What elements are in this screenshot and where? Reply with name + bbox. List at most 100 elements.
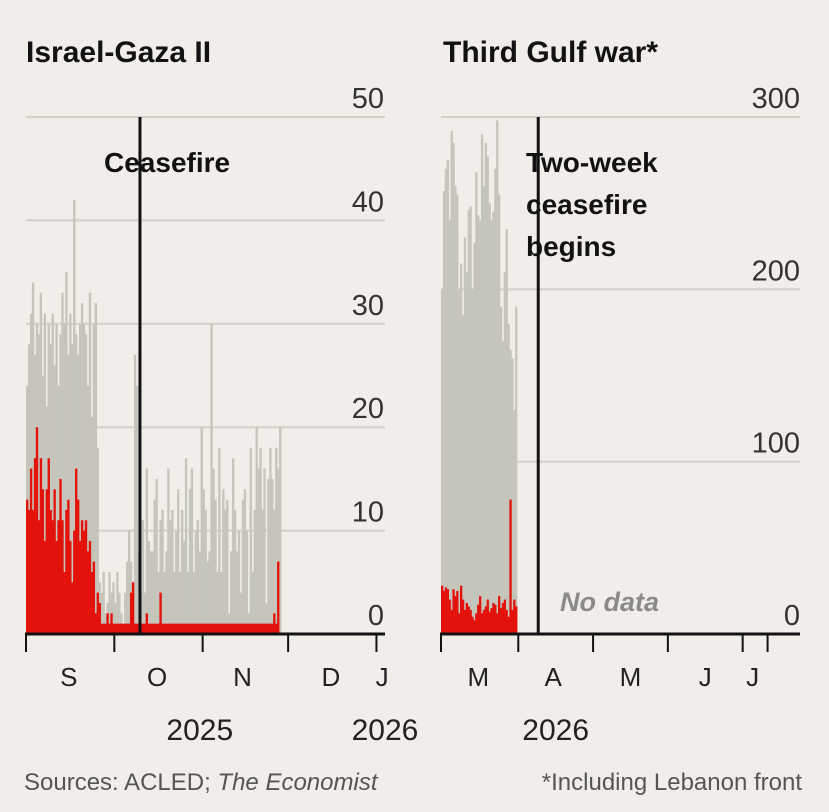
bar-total — [261, 509, 264, 634]
bar-total — [92, 323, 96, 634]
bar-highlight — [169, 623, 172, 634]
bar-total — [475, 172, 478, 634]
bar-total — [241, 499, 245, 634]
bar-highlight — [26, 499, 29, 634]
bar-total — [84, 334, 88, 634]
bar-total — [265, 602, 268, 634]
bar-highlight — [37, 520, 41, 634]
bar-highlight — [200, 623, 203, 634]
bar-highlight — [218, 623, 221, 634]
bar-total — [212, 468, 215, 634]
bar-highlight — [222, 623, 225, 634]
bar-total — [88, 292, 92, 634]
bar-highlight — [448, 599, 451, 634]
y-tick-label: 50 — [352, 83, 384, 115]
bar-highlight — [102, 623, 105, 634]
bar-highlight — [177, 623, 180, 634]
bar-total — [135, 385, 139, 634]
bar-total — [73, 199, 76, 634]
bar-highlight — [86, 551, 90, 634]
bar-highlight — [43, 540, 47, 634]
bar-total — [27, 344, 31, 634]
bar-highlight — [110, 613, 113, 634]
bar-highlight — [141, 623, 145, 634]
bar-total — [96, 447, 99, 634]
month-label: J — [699, 662, 712, 692]
bar-total — [501, 341, 505, 634]
bar-total — [114, 602, 117, 634]
bar-total — [177, 489, 180, 634]
bar-total — [458, 289, 461, 634]
bar-highlight — [190, 623, 194, 634]
bar-highlight — [161, 623, 164, 634]
bar-highlight — [104, 623, 107, 634]
bar-highlight — [477, 604, 480, 634]
bar-highlight — [450, 609, 453, 634]
ceasefire-label: Ceasefire — [104, 147, 230, 178]
bar-highlight — [65, 509, 68, 634]
bar-highlight — [492, 602, 495, 634]
bar-highlight — [184, 623, 188, 634]
bar-total — [271, 478, 274, 634]
bar-total — [147, 540, 150, 634]
bar-total — [479, 220, 482, 634]
bar-highlight — [482, 609, 486, 634]
bar-total — [51, 313, 54, 634]
bar-highlight — [182, 623, 186, 634]
y-tick-label: 30 — [352, 290, 384, 322]
bar-total — [157, 571, 160, 634]
bar-total — [444, 168, 448, 634]
bar-total — [145, 468, 149, 634]
y-tick-label: 10 — [352, 497, 384, 529]
bar-total — [253, 509, 256, 634]
bar-highlight — [228, 623, 231, 634]
bar-highlight — [454, 596, 457, 634]
year-label: 2025 — [166, 714, 233, 747]
bar-highlight — [261, 623, 264, 634]
bar-total — [482, 185, 486, 634]
bar-total — [275, 447, 278, 634]
chart-title-third-gulf-war: Third Gulf war* — [443, 36, 658, 69]
bar-total — [133, 354, 137, 634]
bar-highlight — [63, 571, 66, 634]
bar-highlight — [513, 599, 516, 634]
bar-highlight — [100, 623, 103, 634]
bar-highlight — [157, 623, 160, 634]
month-label: J — [746, 662, 759, 692]
bar-total — [251, 571, 254, 634]
bar-highlight — [467, 606, 470, 634]
bar-highlight — [186, 623, 190, 634]
bar-highlight — [456, 590, 459, 634]
bar-total — [235, 551, 239, 634]
bar-highlight — [452, 589, 455, 634]
month-label: D — [321, 662, 340, 692]
bar-highlight — [277, 561, 280, 634]
bar-highlight — [460, 585, 463, 634]
bar-highlight — [214, 623, 217, 634]
bar-total — [159, 520, 162, 634]
bar-highlight — [114, 623, 117, 634]
bar-total — [165, 551, 168, 634]
bar-highlight — [180, 623, 184, 634]
y-tick-label: 0 — [784, 600, 800, 632]
bar-highlight — [511, 609, 514, 634]
bar-highlight — [442, 590, 446, 634]
sources-note: Sources: ACLED; The Economist — [24, 769, 379, 796]
month-label: M — [468, 662, 490, 692]
bar-highlight — [124, 623, 127, 634]
bar-total — [477, 215, 480, 635]
bar-highlight — [35, 427, 39, 634]
bar-highlight — [175, 623, 178, 634]
bar-total — [463, 237, 467, 634]
bar-total — [448, 220, 451, 634]
bar-total — [226, 499, 229, 634]
bar-total — [446, 160, 449, 635]
bar-highlight — [149, 623, 152, 634]
bar-total — [67, 354, 70, 634]
bar-highlight — [80, 520, 84, 634]
bar-highlight — [159, 592, 162, 634]
bar-total — [108, 571, 111, 634]
bars-total-third-gulf-war — [441, 120, 518, 635]
bar-highlight — [441, 585, 444, 634]
bar-highlight — [126, 623, 129, 634]
